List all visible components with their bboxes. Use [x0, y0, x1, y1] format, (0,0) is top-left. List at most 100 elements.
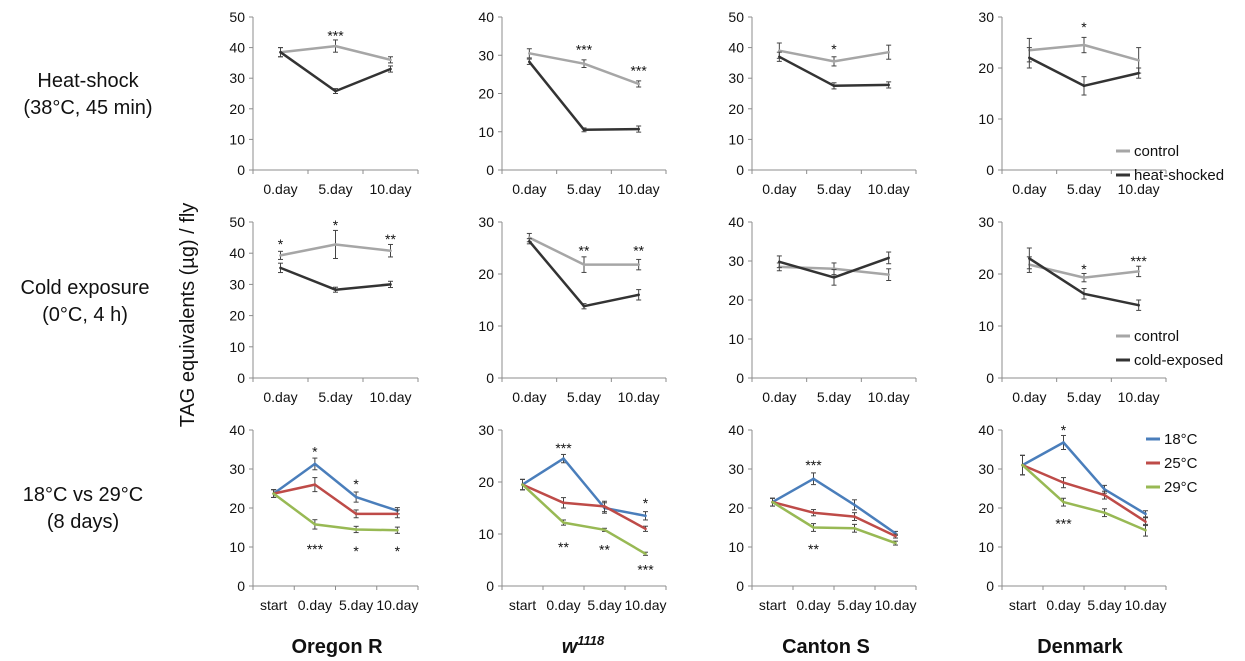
series-line: [521, 483, 647, 555]
data-point: [812, 511, 815, 514]
x-tick-label: 5.day: [1067, 389, 1101, 405]
series-control: [1026, 36, 1142, 74]
series-line: [771, 501, 896, 545]
x-tick-label: 0.day: [762, 181, 796, 197]
data-point: [1103, 487, 1106, 491]
plot-r1-c1: 0 10 20 30 0.day 5.day 10.day ** **: [478, 214, 667, 405]
x-tick-label: 0.day: [298, 597, 332, 613]
y-tick-label: 20: [478, 86, 494, 102]
y-tick-label: 40: [478, 9, 494, 25]
data-point: [603, 505, 606, 508]
x-tick-label: 5.day: [339, 597, 373, 613]
column-title-denmark: Denmark: [1037, 636, 1123, 658]
y-tick-label: 30: [478, 214, 494, 230]
significance-marker: *: [353, 476, 359, 492]
plot-r0-c2: 0 10 20 30 40 50 0.day 5.day 10.day *: [728, 9, 917, 197]
y-tick-label: 10: [478, 526, 494, 542]
data-point: [887, 256, 890, 260]
x-tick-label: start: [509, 597, 536, 613]
data-point: [1021, 463, 1024, 467]
x-tick-label: 0.day: [546, 597, 580, 613]
legend-label: heat-shocked: [1134, 167, 1224, 184]
x-tick-label: 5.day: [318, 181, 352, 197]
x-tick-label: 5.day: [817, 389, 851, 405]
data-point: [1082, 292, 1086, 296]
column-titles: Oregon R w1118 Canton S Denmark: [291, 633, 1123, 658]
y-tick-label: 30: [229, 276, 245, 292]
data-point: [832, 276, 836, 279]
x-tick-label: start: [260, 597, 287, 613]
y-tick-label: 40: [229, 245, 245, 261]
series-line: [521, 457, 646, 518]
legends: control heat-shocked control cold-exposed 18…: [1116, 143, 1224, 496]
significance-marker: *: [312, 443, 318, 459]
significance-marker: **: [599, 542, 610, 558]
data-point: [853, 526, 856, 530]
y-tick-label: 0: [237, 370, 245, 386]
y-tick-label: 10: [229, 131, 245, 147]
y-axis-label: TAG equivalents (µg) / fly: [177, 203, 199, 428]
series-line: [273, 483, 398, 516]
data-point: [1082, 43, 1086, 47]
column-title-oregon-r: Oregon R: [291, 636, 383, 658]
series-line: [772, 500, 897, 538]
data-point: [582, 304, 586, 308]
significance-marker: *: [333, 217, 339, 233]
y-tick-label: 0: [986, 162, 994, 178]
series-line: [521, 483, 647, 530]
legend-label: 25°C: [1164, 455, 1198, 472]
y-tick-label: 30: [728, 253, 744, 269]
y-tick-label: 50: [728, 9, 744, 25]
x-tick-label: 0.day: [1046, 597, 1080, 613]
data-point: [887, 50, 890, 54]
series-control: [278, 229, 393, 260]
series-18°C: [520, 453, 648, 521]
column-title-w1118-base: w: [562, 636, 579, 658]
series-25°C: [770, 497, 898, 539]
y-tick-label: 30: [978, 461, 994, 477]
series-heat-shocked: [278, 47, 393, 94]
data-point: [853, 515, 856, 518]
x-tick-label: 10.day: [618, 389, 660, 405]
column-title-canton-s: Canton S: [782, 636, 870, 658]
series-line: [1021, 441, 1147, 515]
x-tick-label: 10.day: [618, 181, 660, 197]
series-29°C: [1020, 454, 1148, 537]
significance-marker: *: [1081, 19, 1087, 35]
series-line: [771, 477, 897, 535]
data-point: [389, 58, 392, 62]
data-point: [637, 263, 640, 266]
y-tick-label: 20: [978, 266, 994, 282]
y-tick-label: 0: [736, 578, 744, 594]
data-point: [582, 263, 586, 266]
y-tick-label: 0: [237, 578, 245, 594]
row-1-label-line-2: (0°C, 4 h): [42, 304, 128, 326]
y-tick-label: 30: [728, 461, 744, 477]
plot-r1-c2: 0 10 20 30 40 0.day 5.day 10.day: [728, 214, 917, 405]
x-tick-label: 0.day: [1012, 181, 1046, 197]
y-tick-label: 30: [728, 70, 744, 86]
y-tick-label: 20: [728, 292, 744, 308]
y-tick-label: 40: [728, 214, 744, 230]
significance-marker: *: [353, 543, 359, 559]
series-cold-exposed: [526, 238, 642, 310]
data-point: [334, 44, 337, 48]
y-tick-label: 20: [478, 266, 494, 282]
data-point: [354, 512, 358, 516]
y-tick-label: 20: [728, 101, 744, 117]
y-tick-label: 30: [478, 422, 494, 438]
y-tick-label: 0: [736, 370, 744, 386]
data-point: [272, 492, 275, 495]
y-tick-label: 20: [728, 500, 744, 516]
data-point: [528, 60, 531, 64]
data-point: [313, 462, 317, 466]
plot-r0-c0: 0 10 20 30 40 50 0.day 5.day 10.day ***: [229, 9, 419, 197]
x-tick-label: 0.day: [512, 181, 546, 197]
x-tick-label: 5.day: [1087, 597, 1121, 613]
y-tick-label: 10: [978, 539, 994, 555]
x-tick-label: 0.day: [512, 389, 546, 405]
legend-label: cold-exposed: [1134, 352, 1223, 369]
significance-marker: ***: [327, 27, 344, 43]
data-point: [562, 501, 565, 505]
data-point: [389, 67, 392, 71]
